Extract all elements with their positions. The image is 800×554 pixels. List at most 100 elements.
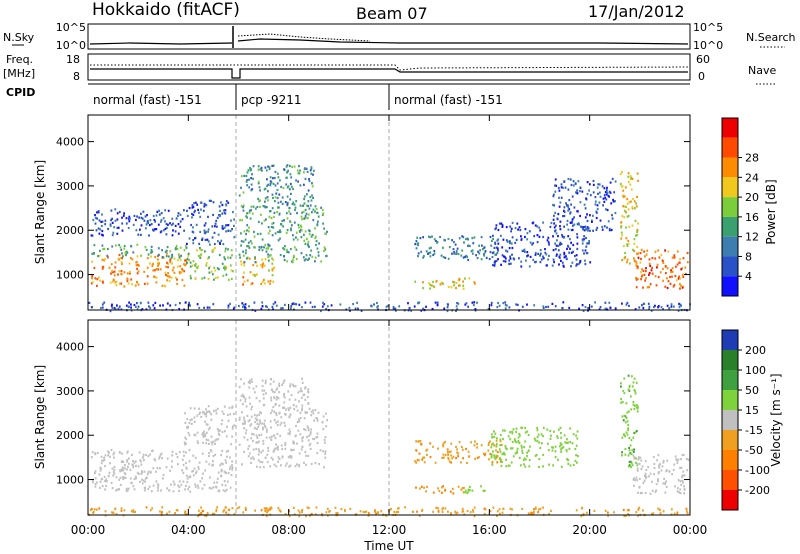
data-cell	[198, 461, 201, 464]
data-cell	[224, 209, 227, 212]
data-cell	[429, 456, 432, 459]
data-cell	[572, 243, 575, 247]
data-cell	[623, 216, 626, 219]
colorbar-tick-label: 4	[745, 270, 752, 283]
data-cell	[155, 281, 158, 284]
data-cell	[490, 304, 493, 307]
data-cell	[526, 430, 529, 433]
data-cell	[172, 222, 174, 225]
data-cell	[281, 447, 284, 451]
data-cell	[641, 268, 643, 271]
data-cell	[279, 423, 282, 426]
data-cell	[630, 176, 633, 179]
data-cell	[282, 225, 284, 228]
data-cell	[248, 211, 251, 214]
data-cell	[307, 204, 309, 208]
data-cell	[555, 184, 558, 187]
nsearch-label: N.Search	[746, 31, 796, 44]
data-cell	[140, 216, 143, 219]
data-cell	[99, 249, 101, 252]
data-cell	[529, 513, 532, 516]
data-cell	[669, 282, 672, 285]
data-cell	[591, 220, 593, 223]
data-cell	[289, 212, 292, 215]
data-cell	[652, 512, 655, 515]
data-cell	[497, 228, 500, 232]
data-cell	[484, 251, 487, 254]
data-cell	[645, 477, 647, 480]
data-cell	[285, 183, 288, 186]
data-cell	[253, 230, 255, 233]
data-cell	[624, 186, 627, 189]
data-cell	[102, 265, 105, 268]
data-cell	[244, 305, 246, 309]
data-cell	[143, 459, 145, 462]
data-cell	[204, 420, 206, 423]
data-cell	[553, 222, 556, 225]
data-cell	[245, 405, 248, 408]
data-cell	[547, 241, 550, 244]
data-cell	[558, 205, 561, 208]
data-cell	[623, 414, 626, 417]
data-cell	[288, 210, 290, 213]
data-cell	[621, 451, 623, 454]
data-cell	[175, 452, 178, 455]
data-cell	[635, 406, 638, 409]
data-cell	[256, 232, 259, 236]
data-cell	[288, 416, 291, 419]
data-cell	[263, 419, 266, 422]
data-cell	[417, 459, 420, 462]
data-cell	[127, 226, 130, 230]
data-cell	[214, 442, 216, 445]
data-cell	[233, 218, 235, 221]
data-cell	[542, 305, 545, 308]
data-cell	[307, 213, 310, 216]
data-cell	[205, 412, 208, 415]
data-cell	[253, 274, 256, 277]
data-cell	[136, 302, 138, 305]
data-cell	[265, 392, 267, 395]
data-cell	[124, 476, 127, 479]
data-cell	[101, 229, 104, 233]
data-cell	[398, 305, 401, 308]
data-cell	[536, 234, 539, 237]
data-cell	[275, 398, 278, 401]
data-cell	[188, 485, 191, 488]
data-cell	[140, 233, 142, 236]
data-cell	[626, 301, 629, 304]
colorbar-tick-label: 50	[745, 384, 759, 397]
data-cell	[94, 482, 97, 486]
cpid-segment-label: normal (fast) -151	[93, 93, 202, 107]
colorbar-tick-label: 16	[745, 211, 759, 224]
data-cell	[304, 216, 307, 219]
data-cell	[245, 508, 247, 511]
data-cell	[553, 214, 555, 217]
data-cell	[567, 228, 570, 231]
data-cell	[583, 229, 586, 232]
data-cell	[556, 435, 559, 438]
data-cell	[192, 474, 195, 477]
data-cell	[164, 227, 167, 230]
data-cell	[453, 241, 455, 244]
data-cell	[293, 246, 296, 249]
data-cell	[542, 255, 544, 258]
data-cell	[138, 216, 140, 219]
data-cell	[276, 447, 279, 450]
data-cell	[452, 248, 455, 251]
data-cell	[183, 441, 186, 444]
data-cell	[247, 241, 250, 244]
data-cell	[605, 307, 608, 310]
data-cell	[556, 253, 558, 256]
data-cell	[581, 190, 584, 193]
data-cell	[147, 301, 150, 304]
data-cell	[243, 419, 246, 422]
data-cell	[106, 450, 109, 453]
data-cell	[516, 222, 519, 225]
data-cell	[556, 239, 558, 242]
nsearch-trace	[237, 33, 371, 42]
data-cell	[667, 250, 670, 253]
data-cell	[610, 228, 613, 232]
data-cell	[188, 303, 191, 307]
data-cell	[448, 450, 451, 454]
data-cell	[141, 217, 144, 220]
